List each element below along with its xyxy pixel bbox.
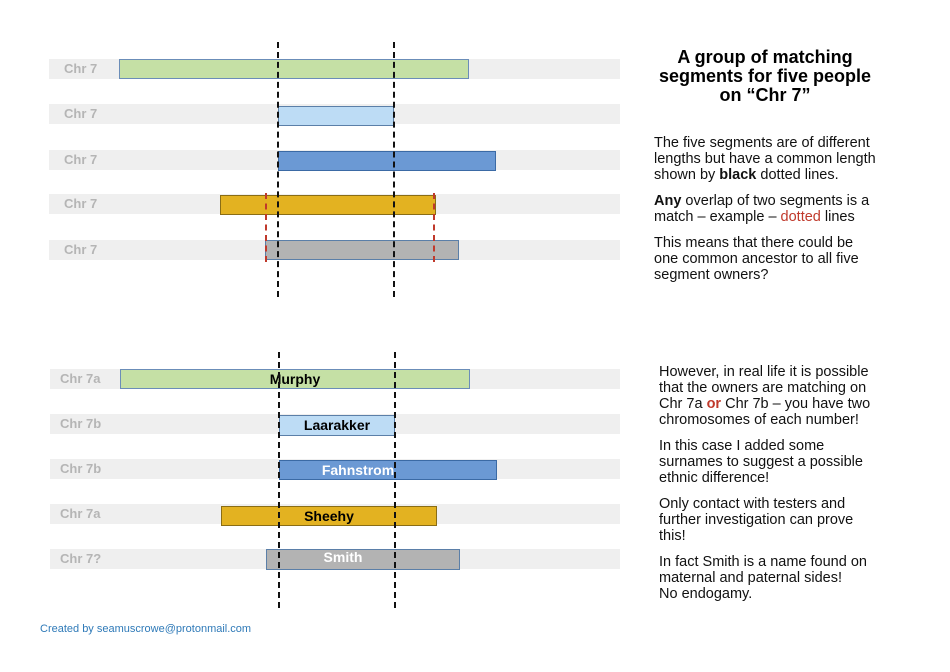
chromosome-label: Chr 7	[64, 152, 98, 167]
segment-bar: Sheehy	[221, 506, 437, 526]
segment-bar	[119, 59, 469, 79]
top-explanation: The five segments are of different lengt…	[654, 135, 924, 283]
title-line: A group of matching	[677, 47, 853, 67]
author-credit: Created by seamuscrowe@protonmail.com	[40, 623, 252, 635]
chromosome-label: Chr 7?	[60, 551, 102, 566]
surname-label: Smith	[323, 549, 363, 565]
segment-bar	[278, 106, 394, 126]
chromosome-label: Chr 7	[64, 242, 98, 257]
paragraph: In this case I added some surnames to su…	[659, 438, 863, 486]
overlap-boundary-line	[265, 193, 267, 262]
chromosome-label: Chr 7	[64, 106, 98, 121]
overlap-boundary-line	[433, 193, 435, 262]
chromosome-label: Chr 7	[64, 61, 98, 76]
common-boundary-line	[278, 352, 280, 608]
paragraph: The five segments are of different lengt…	[654, 135, 876, 183]
paragraph: In fact Smith is a name found on materna…	[659, 554, 867, 602]
segment-bar	[265, 240, 459, 260]
paragraph: This means that there could be one commo…	[654, 235, 859, 283]
chromosome-label: Chr 7b	[60, 461, 102, 476]
segment-bar	[278, 151, 496, 171]
surname-label: Laarakker	[303, 417, 371, 433]
chromosome-label: Chr 7a	[60, 506, 101, 521]
common-boundary-line	[393, 42, 395, 297]
paragraph: Any overlap of two segments is a match –…	[654, 193, 870, 225]
common-boundary-line	[394, 352, 396, 608]
paragraph: Only contact with testers and further in…	[659, 496, 854, 544]
segment-bar: Smith	[266, 549, 460, 570]
title-line: segments for five people	[658, 66, 872, 86]
surname-label: Fahnstrom	[321, 462, 395, 478]
common-boundary-line	[277, 42, 279, 297]
surname-label: Murphy	[269, 371, 321, 387]
bottom-explanation: However, in real life it is possible tha…	[659, 364, 934, 602]
chromosome-label: Chr 7a	[60, 371, 101, 386]
diagram-title: A group of matching segments for five pe…	[640, 48, 890, 105]
title-line: on “Chr 7”	[719, 85, 811, 105]
surname-label: Sheehy	[304, 508, 354, 524]
chromosome-label: Chr 7b	[60, 416, 102, 431]
segment-bar: Laarakker	[279, 415, 395, 436]
paragraph: However, in real life it is possible tha…	[659, 364, 871, 428]
segment-bar: Murphy	[120, 369, 470, 389]
segment-bar: Fahnstrom	[279, 460, 497, 480]
chromosome-label: Chr 7	[64, 196, 98, 211]
segment-bar	[220, 195, 436, 215]
